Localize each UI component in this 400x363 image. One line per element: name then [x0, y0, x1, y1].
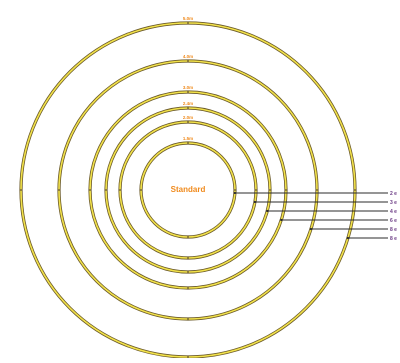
ring-joint-5-0m-3 — [187, 22, 189, 24]
ring-5-0m — [19, 21, 357, 359]
ring-joint-4-0m-1 — [187, 318, 189, 320]
ring-joint-2-4m-1 — [187, 271, 189, 273]
ring-1-5m — [139, 141, 237, 239]
leader-anchor-2-4m — [266, 209, 269, 213]
legend-label-6e: 6 e — [390, 218, 397, 224]
ring-label-3-0m: 3.0m — [183, 85, 193, 90]
leader-anchor-3-0m — [280, 218, 283, 222]
ring-label-4-0m: 4.0m — [183, 54, 193, 59]
ring-joint-2-0m-0 — [255, 189, 257, 191]
ring-joint-3-0m-2 — [89, 189, 91, 191]
ring-joint-5-0m-1 — [187, 356, 189, 358]
ring-joint-3-0m-3 — [187, 91, 189, 93]
ring-joint-1-5m-1 — [187, 236, 189, 238]
ring-joint-1-5m-3 — [187, 142, 189, 144]
ring-joint-2-0m-2 — [119, 189, 121, 191]
legend-label-3e: 3 e — [390, 200, 397, 206]
ring-label-2-0m: 2.0m — [183, 115, 193, 120]
ring-joint-2-0m-1 — [187, 257, 189, 259]
legend-label-4e: 4 e — [390, 209, 397, 215]
ring-2-0m — [118, 120, 258, 260]
leader-anchor-1-5m — [233, 191, 236, 195]
ring-2-4m — [104, 106, 272, 274]
ring-label-1-5m: 1.5m — [183, 136, 193, 141]
ring-joint-4-0m-2 — [58, 189, 60, 191]
ring-joint-1-5m-2 — [140, 189, 142, 191]
ring-joint-2-4m-0 — [269, 189, 271, 191]
ring-joint-4-0m-3 — [187, 60, 189, 62]
ring-joint-3-0m-1 — [187, 287, 189, 289]
ring-3-0m — [88, 90, 288, 290]
legend-label-2e: 2 e — [390, 191, 397, 197]
leader-anchor-4-0m — [309, 227, 313, 231]
ring-label-2-4m: 2.4m — [183, 101, 193, 106]
ring-joint-2-0m-3 — [187, 121, 189, 123]
rings-layer — [19, 21, 357, 359]
ring-joint-2-4m-2 — [105, 189, 107, 191]
ring-joint-4-0m-0 — [316, 189, 318, 191]
ring-joint-2-4m-3 — [187, 107, 189, 109]
ring-joint-1-5m-0 — [234, 189, 236, 191]
center-label: Standard — [171, 185, 206, 194]
leader-anchor-5-0m — [346, 236, 350, 240]
ring-joint-3-0m-0 — [285, 189, 287, 191]
leader-lines-layer — [233, 191, 388, 240]
ring-label-5-0m: 5.0m — [183, 16, 193, 21]
legend-label-8e-b: 8 e — [390, 236, 397, 242]
legend-label-8e-a: 8 e — [390, 227, 397, 233]
ring-joint-5-0m-2 — [20, 189, 22, 191]
ring-joint-5-0m-0 — [354, 189, 356, 191]
ring-4-0m — [57, 59, 319, 321]
leader-anchor-2-0m — [253, 200, 257, 204]
